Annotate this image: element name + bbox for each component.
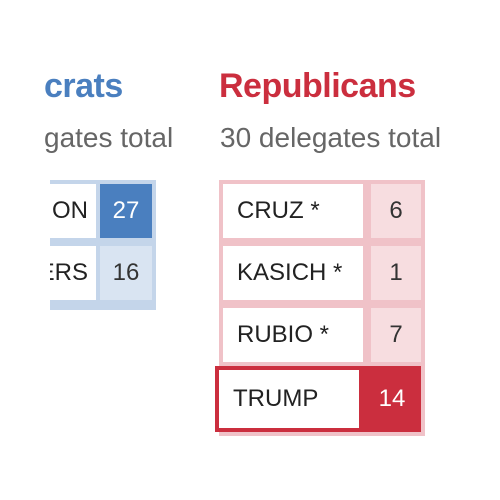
democrats-subtitle-text: gates total xyxy=(44,122,174,153)
candidate-delegates-cell: 7 xyxy=(371,308,421,362)
republicans-subtitle: 30 delegates total xyxy=(220,122,442,153)
republicans-winner-row: TRUMP 14 xyxy=(215,366,421,432)
candidate-name-cell: CRUZ * xyxy=(223,184,363,238)
candidate-delegates-cell: 27 xyxy=(100,184,152,238)
democrats-subtitle: gates total xyxy=(44,121,194,155)
republicans-title: Republicans xyxy=(219,67,416,105)
candidate-name: ERS xyxy=(50,259,88,286)
candidate-delegates-cell: 16 xyxy=(100,246,152,300)
candidate-name: ON xyxy=(52,197,88,224)
candidate-delegates-cell: 1 xyxy=(371,246,421,300)
republicans-results-table: CRUZ * 6 KASICH * 1 RUBIO * 7 TRUMP 14 xyxy=(215,180,425,436)
republicans-candidate-row: RUBIO * 7 xyxy=(223,308,421,362)
candidate-name-cell: ON xyxy=(50,184,96,238)
candidate-name-cell: KASICH * xyxy=(223,246,363,300)
democrats-results-table: ON 27 ERS 16 xyxy=(50,180,156,310)
candidate-delegates-cell: 6 xyxy=(371,184,421,238)
candidate-name-cell: ERS xyxy=(50,246,96,300)
republicans-candidate-row: KASICH * 1 xyxy=(223,246,421,300)
candidate-name-cell: TRUMP xyxy=(219,370,359,428)
republicans-candidate-row: CRUZ * 6 xyxy=(223,184,421,238)
candidate-delegates-cell: 14 xyxy=(367,370,417,428)
candidate-name-cell: RUBIO * xyxy=(223,308,363,362)
democrats-title: crats xyxy=(44,66,194,106)
democrats-title-text: crats xyxy=(44,67,123,105)
